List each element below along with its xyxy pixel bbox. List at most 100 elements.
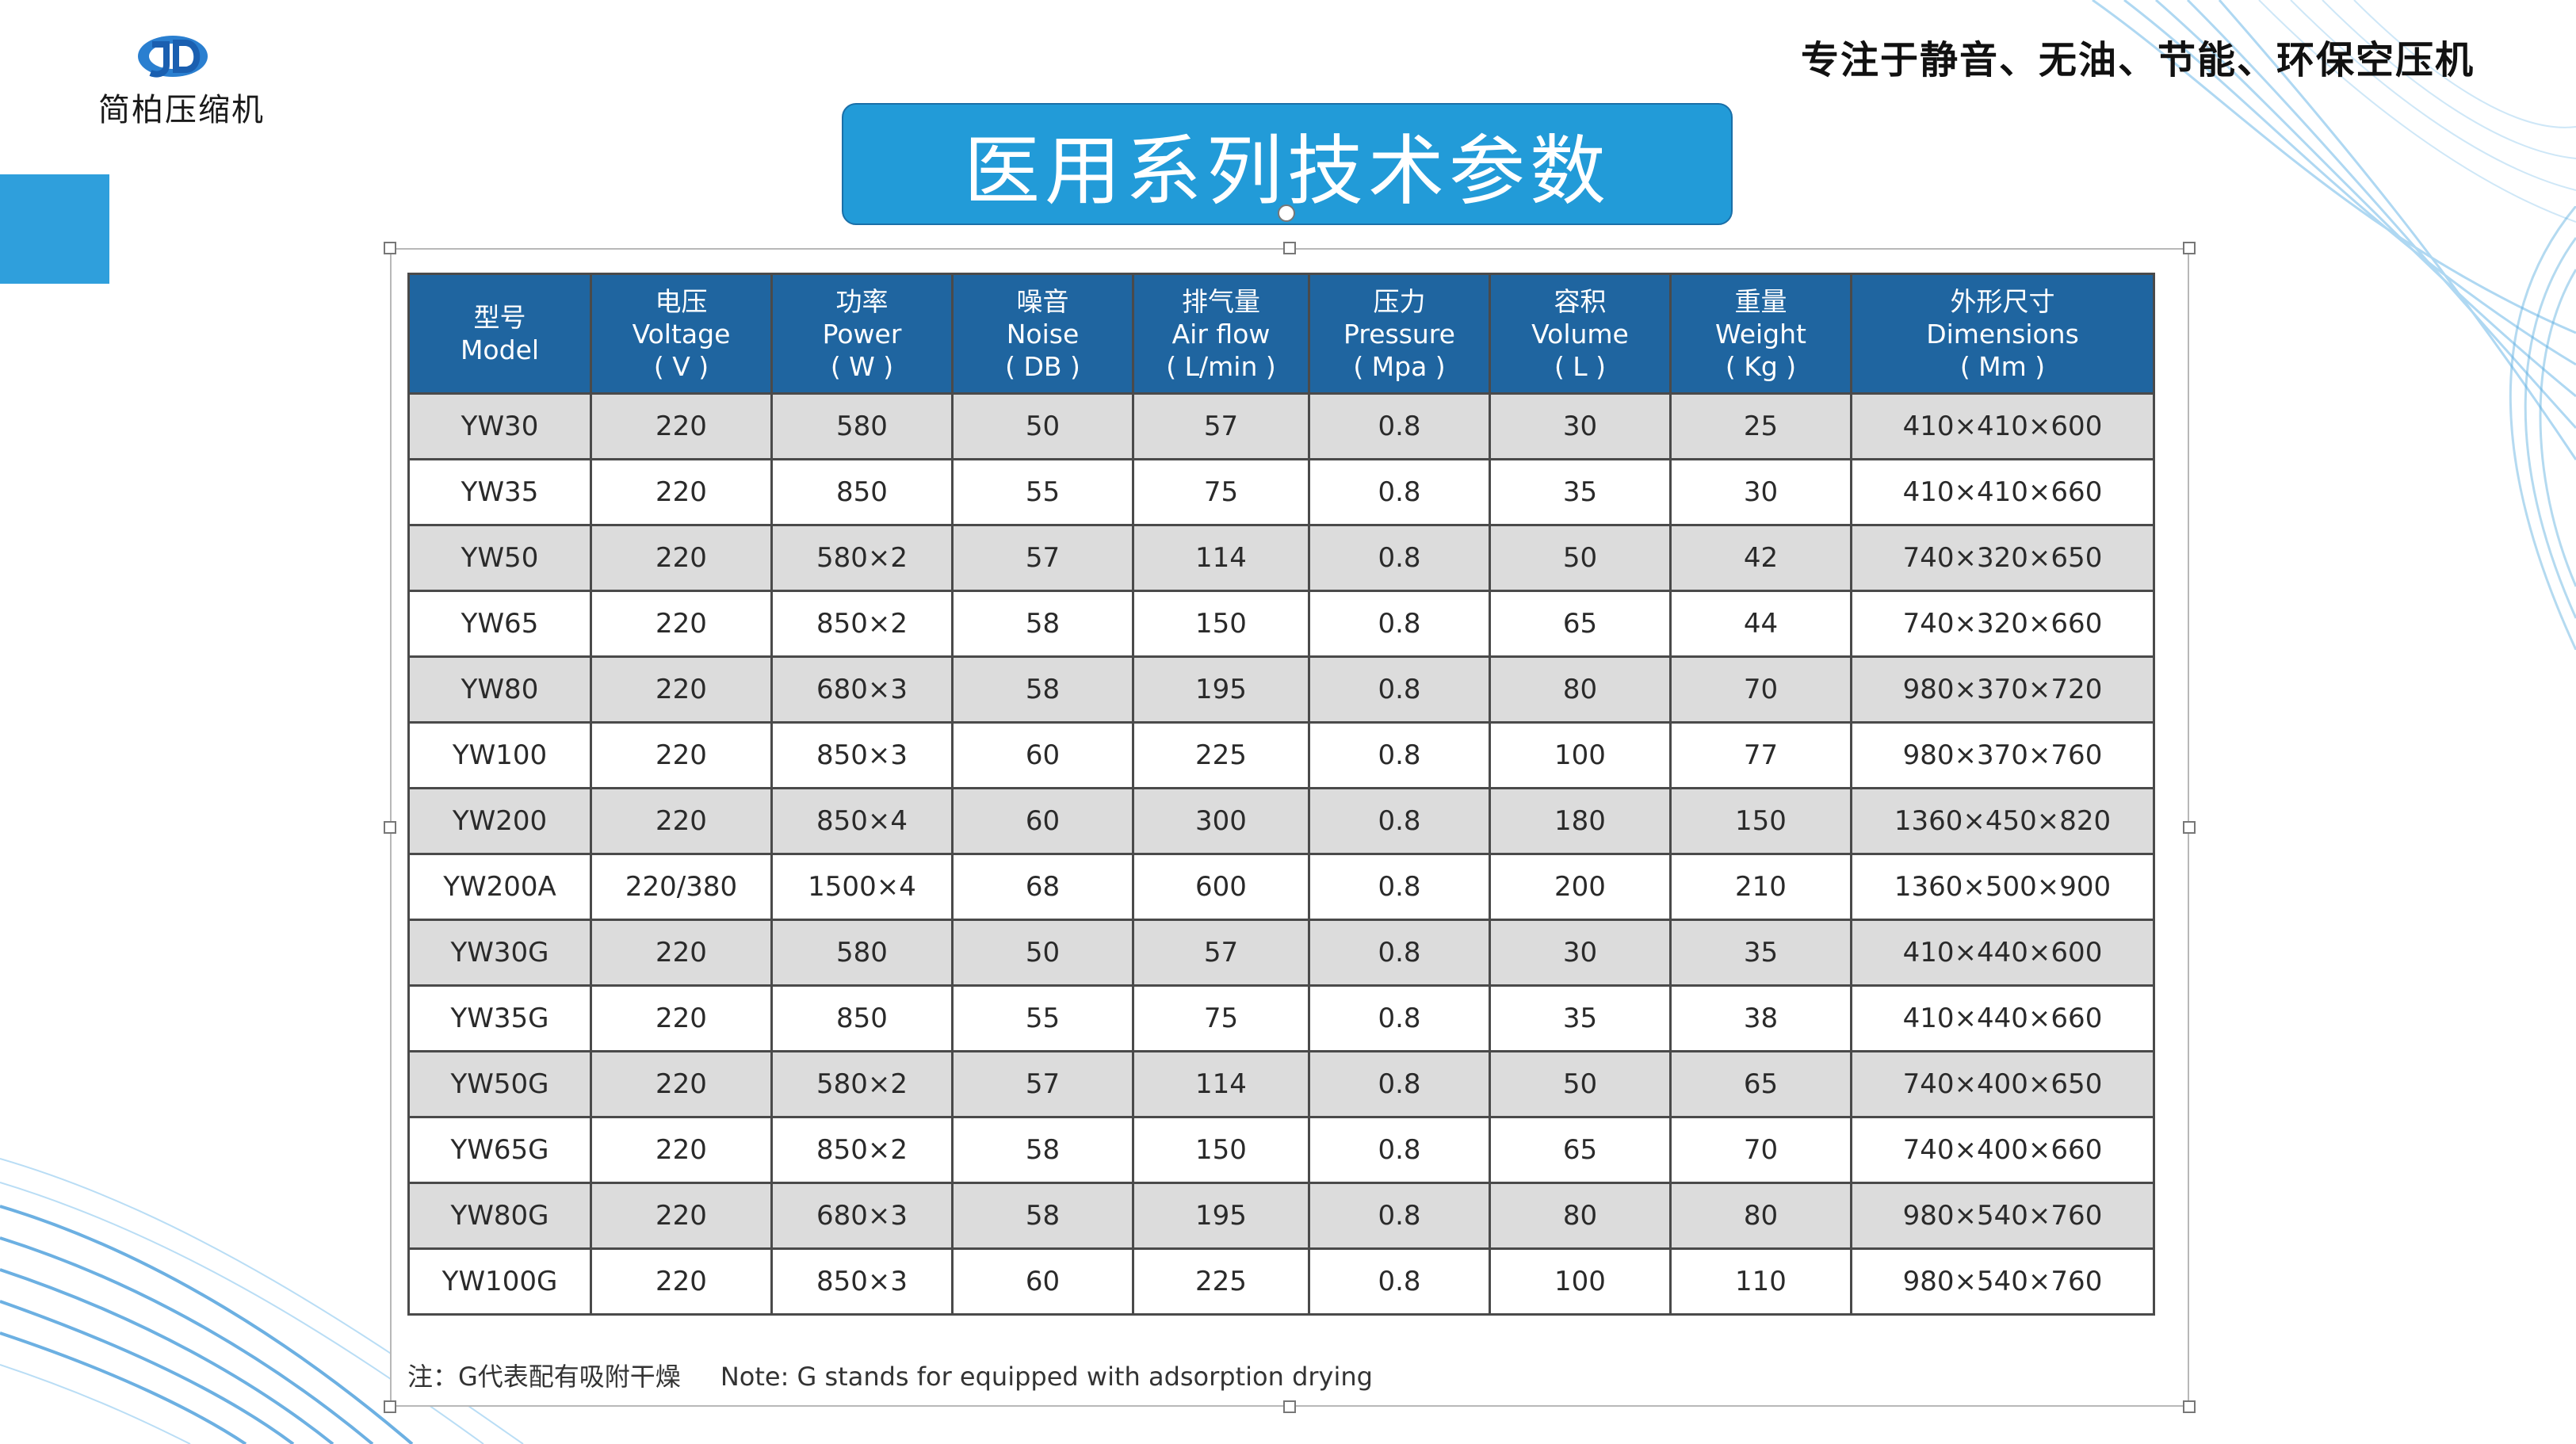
table-cell: 850	[770, 984, 954, 1052]
table-cell: YW200	[407, 787, 592, 855]
table-cell: 50	[1489, 1050, 1672, 1118]
table-cell: 35	[1669, 919, 1852, 987]
resize-handle-bottom-right[interactable]	[2183, 1400, 2196, 1413]
table-cell: 580×2	[770, 1050, 954, 1118]
table-row: YW80 220 680×3 58 195 0.8 80 70 980×370×720	[407, 655, 2155, 724]
table-cell: 50	[951, 919, 1134, 987]
table-cell: 220	[590, 1182, 773, 1250]
table-cell: 220	[590, 721, 773, 789]
logo-text: 简柏压缩机	[98, 92, 265, 128]
table-cell: 220	[590, 919, 773, 987]
table-row: YW100 220 850×3 60 225 0.8 100 77 980×370×760	[407, 721, 2155, 789]
table-cell: 150	[1132, 590, 1310, 658]
column-header: 功率 Power( W )	[770, 273, 954, 395]
specs-table: 型号 Model 电压 Voltage( V ) 功率 Power( W ) 噪音 Noise…	[407, 273, 2155, 1316]
table-cell: 58	[951, 1116, 1134, 1184]
column-header-en: Noise	[1006, 318, 1080, 350]
resize-handle-left[interactable]	[384, 821, 396, 834]
column-header-en: Power	[822, 318, 902, 350]
column-header-en: Weight	[1715, 318, 1806, 350]
resize-handle-right[interactable]	[2183, 821, 2196, 834]
resize-handle-top-right[interactable]	[2183, 242, 2196, 254]
column-header-cn: 外形尺寸	[1950, 285, 2055, 317]
table-cell: 38	[1669, 984, 1852, 1052]
table-row: YW35 220 850 55 75 0.8 35 30 410×410×660	[407, 458, 2155, 526]
table-cell: 850×2	[770, 1116, 954, 1184]
table-cell: 75	[1132, 458, 1310, 526]
table-cell: 100	[1489, 721, 1672, 789]
resize-handle-bottom[interactable]	[1283, 1400, 1296, 1413]
resize-handle-top-left[interactable]	[384, 242, 396, 254]
resize-handle-bottom-left[interactable]	[384, 1400, 396, 1413]
table-cell: 410×440×660	[1850, 984, 2155, 1052]
table-cell: 55	[951, 458, 1134, 526]
table-cell: 75	[1132, 984, 1310, 1052]
table-cell: 65	[1489, 590, 1672, 658]
rotate-handle-icon[interactable]	[1278, 204, 1295, 222]
table-cell: 50	[951, 392, 1134, 460]
table-cell: 180	[1489, 787, 1672, 855]
table-cell: 220	[590, 1050, 773, 1118]
column-header-cn: 功率	[835, 285, 889, 317]
table-cell: 0.8	[1308, 919, 1491, 987]
table-cell: YW50G	[407, 1050, 592, 1118]
side-accent-block	[0, 174, 109, 284]
table-cell: 220	[590, 590, 773, 658]
table-row: YW200A 220/380 1500×4 68 600 0.8 200 210 1360×50…	[407, 853, 2155, 921]
table-cell: 35	[1489, 984, 1672, 1052]
table-cell: 70	[1669, 655, 1852, 724]
table-cell: 580×2	[770, 524, 954, 592]
table-cell: 0.8	[1308, 392, 1491, 460]
table-cell: YW200A	[407, 853, 592, 921]
table-cell: YW35	[407, 458, 592, 526]
table-cell: 1360×450×820	[1850, 787, 2155, 855]
table-cell: 0.8	[1308, 984, 1491, 1052]
table-cell: 300	[1132, 787, 1310, 855]
column-header-en: Volume	[1531, 318, 1629, 350]
table-row: YW50 220 580×2 57 114 0.8 50 42 740×320×650	[407, 524, 2155, 592]
table-cell: YW65G	[407, 1116, 592, 1184]
column-header-unit: ( DB )	[1005, 350, 1080, 382]
table-row: YW80G 220 680×3 58 195 0.8 80 80 980×540×760	[407, 1182, 2155, 1250]
column-header-en: Dimensions	[1926, 318, 2079, 350]
table-cell: 220	[590, 458, 773, 526]
table-cell: 25	[1669, 392, 1852, 460]
table-cell: 0.8	[1308, 1182, 1491, 1250]
column-header-en: Pressure	[1343, 318, 1455, 350]
table-cell: 225	[1132, 1247, 1310, 1316]
table-row: YW35G 220 850 55 75 0.8 35 38 410×440×660	[407, 984, 2155, 1052]
table-cell: 30	[1489, 919, 1672, 987]
table-cell: 0.8	[1308, 1247, 1491, 1316]
table-cell: 0.8	[1308, 458, 1491, 526]
table-cell: 57	[951, 524, 1134, 592]
table-cell: 114	[1132, 524, 1310, 592]
table-cell: 600	[1132, 853, 1310, 921]
table-cell: 410×410×600	[1850, 392, 2155, 460]
table-cell: 58	[951, 655, 1134, 724]
table-cell: 850×3	[770, 721, 954, 789]
resize-handle-top[interactable]	[1283, 242, 1296, 254]
table-cell: 740×400×660	[1850, 1116, 2155, 1184]
table-cell: 0.8	[1308, 655, 1491, 724]
column-header-en: Air flow	[1171, 318, 1271, 350]
table-row: YW200 220 850×4 60 300 0.8 180 150 1360×450×820	[407, 787, 2155, 855]
table-cell: 740×400×650	[1850, 1050, 2155, 1118]
table-cell: 980×370×720	[1850, 655, 2155, 724]
table-header-row: 型号 Model 电压 Voltage( V ) 功率 Power( W ) 噪音 Noise…	[407, 273, 2155, 395]
table-cell: 0.8	[1308, 590, 1491, 658]
slogan: 专注于静音、无油、节能、环保空压机	[1800, 38, 2475, 82]
table-cell: 195	[1132, 1182, 1310, 1250]
table-cell: 980×540×760	[1850, 1247, 2155, 1316]
column-header: 重量 Weight( Kg )	[1669, 273, 1852, 395]
column-header-unit: ( Kg )	[1725, 350, 1797, 382]
table-cell: 80	[1489, 655, 1672, 724]
table-cell: 850×4	[770, 787, 954, 855]
table-cell: 70	[1669, 1116, 1852, 1184]
column-header-en: Voltage	[632, 318, 731, 350]
table-cell: 50	[1489, 524, 1672, 592]
column-header-en: Model	[460, 334, 540, 365]
table-cell: YW100	[407, 721, 592, 789]
table-cell: 0.8	[1308, 1116, 1491, 1184]
column-header-cn: 重量	[1734, 285, 1787, 317]
table-cell: 0.8	[1308, 721, 1491, 789]
